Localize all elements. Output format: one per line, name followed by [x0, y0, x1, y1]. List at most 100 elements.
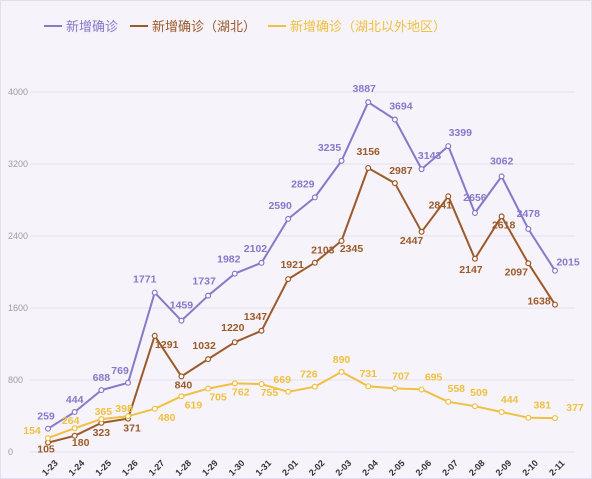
legend-label: 新增确诊 — [66, 19, 119, 34]
data-point — [285, 276, 292, 283]
data-point — [178, 393, 185, 400]
data-point — [418, 386, 425, 393]
series-line — [47, 370, 556, 440]
data-label: 365 — [95, 406, 113, 418]
legend-item: 新增确诊（湖北） — [130, 16, 256, 35]
data-label: 705 — [209, 392, 227, 404]
x-tick-label: 2-01 — [280, 458, 300, 478]
x-tick-label: 2-02 — [307, 458, 327, 478]
data-label: 1771 — [133, 274, 157, 286]
data-point — [525, 414, 532, 421]
x-tick-label: 2-09 — [494, 458, 514, 478]
data-label: 2015 — [556, 257, 580, 269]
x-tick-label: 2-08 — [467, 458, 487, 478]
data-label: 3156 — [357, 146, 381, 158]
data-label: 371 — [123, 423, 141, 435]
y-tick-label: 3200 — [8, 159, 28, 169]
data-label: 2829 — [291, 178, 315, 190]
data-point — [44, 425, 51, 432]
data-point — [391, 116, 398, 123]
data-label: 688 — [93, 372, 111, 384]
data-point — [525, 260, 532, 267]
data-label: 3062 — [490, 155, 514, 167]
data-point — [471, 403, 478, 410]
data-point — [498, 409, 505, 416]
data-label: 755 — [261, 387, 279, 399]
data-point — [445, 398, 452, 405]
data-point — [418, 228, 425, 235]
x-tick-label: 1-29 — [200, 458, 220, 478]
x-tick-label: 1-31 — [253, 458, 273, 478]
x-tick-label: 2-10 — [520, 458, 540, 478]
data-point — [125, 413, 132, 420]
data-label: 890 — [333, 354, 351, 366]
data-point — [178, 373, 185, 380]
data-point — [205, 292, 212, 299]
data-label: 3235 — [318, 142, 342, 154]
data-point — [365, 99, 372, 106]
data-point — [338, 237, 345, 244]
legend-label: 新增确诊（湖北以外地区） — [290, 19, 447, 34]
data-label: 2841 — [429, 199, 453, 211]
data-label: 1459 — [170, 300, 194, 312]
data-point — [285, 388, 292, 395]
data-label: 398 — [115, 403, 133, 415]
data-label: 2097 — [505, 266, 529, 278]
data-label: 2103 — [311, 245, 335, 257]
data-point — [445, 143, 452, 150]
data-label: 707 — [392, 370, 410, 382]
data-point — [338, 368, 345, 375]
data-point — [525, 225, 532, 232]
data-point — [445, 193, 452, 200]
data-point — [551, 415, 558, 422]
y-tick-label: 1600 — [8, 303, 28, 313]
data-point — [205, 385, 212, 392]
chart-legend: 新增确诊 新增确诊（湖北） 新增确诊（湖北以外地区） — [44, 16, 446, 35]
data-label: 558 — [447, 383, 465, 395]
data-label: 731 — [359, 368, 377, 380]
x-tick-label: 2-05 — [387, 458, 407, 478]
data-point — [338, 157, 345, 164]
series-line — [47, 167, 556, 444]
data-point — [391, 180, 398, 187]
data-label: 377 — [566, 402, 584, 414]
legend-item: 新增确诊（湖北以外地区） — [268, 16, 446, 35]
data-label: 180 — [72, 437, 90, 449]
data-label: 3887 — [353, 83, 377, 95]
data-point — [178, 317, 185, 324]
data-point — [231, 270, 238, 277]
x-tick-label: 2-07 — [440, 458, 460, 478]
data-label: 2102 — [244, 243, 268, 255]
data-point — [258, 381, 265, 388]
data-label: 669 — [273, 374, 291, 386]
y-tick-label: 0 — [8, 447, 13, 457]
data-label: 762 — [232, 386, 250, 398]
x-tick-label: 1-30 — [227, 458, 247, 478]
data-label: 2478 — [517, 208, 541, 220]
data-point — [205, 356, 212, 363]
data-point — [471, 209, 478, 216]
data-label: 3399 — [449, 127, 473, 139]
data-point — [151, 332, 158, 339]
y-tick-label: 2400 — [8, 231, 28, 241]
legend-swatch — [130, 24, 149, 27]
data-label: 2618 — [492, 219, 516, 231]
data-label: 259 — [37, 411, 55, 423]
data-label: 444 — [501, 394, 519, 406]
data-point — [418, 166, 425, 173]
data-point — [71, 432, 78, 439]
x-tick-label: 1-27 — [147, 458, 167, 478]
data-point — [365, 383, 372, 390]
data-point — [231, 380, 238, 387]
data-label: 769 — [111, 365, 129, 377]
data-point — [151, 289, 158, 296]
data-point — [285, 215, 292, 222]
data-point — [498, 173, 505, 180]
data-label: 105 — [37, 444, 55, 456]
data-point — [71, 425, 78, 432]
data-point — [551, 301, 558, 308]
legend-item: 新增确诊 — [44, 16, 118, 35]
data-point — [365, 164, 372, 171]
